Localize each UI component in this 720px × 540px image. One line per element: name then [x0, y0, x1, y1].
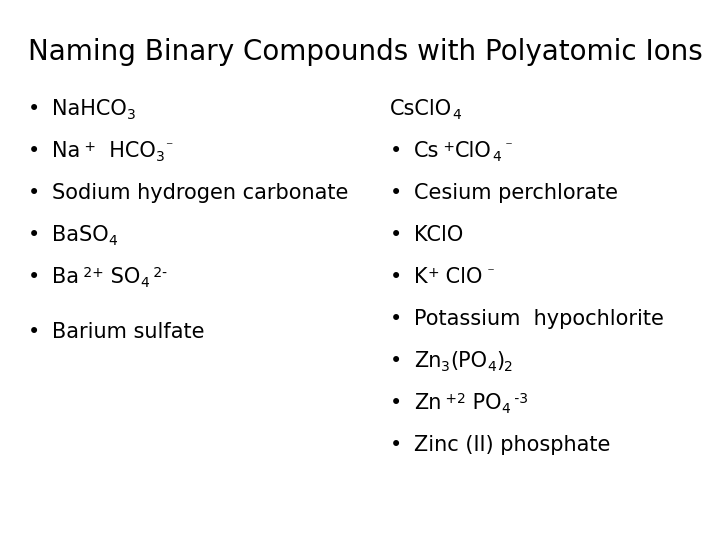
Text: ClO: ClO	[455, 141, 492, 161]
Text: ⁻: ⁻	[501, 140, 513, 154]
Text: 3: 3	[156, 150, 165, 164]
Text: •: •	[390, 393, 402, 413]
Text: Barium sulfate: Barium sulfate	[52, 322, 204, 342]
Text: •: •	[390, 141, 402, 161]
Text: Na: Na	[52, 141, 80, 161]
Text: 2: 2	[504, 360, 513, 374]
Text: HCO: HCO	[96, 141, 156, 161]
Text: BaSO: BaSO	[52, 225, 109, 245]
Text: NaHCO: NaHCO	[52, 99, 127, 119]
Text: 2+: 2+	[79, 266, 104, 280]
Text: +2: +2	[441, 392, 466, 406]
Text: •: •	[390, 225, 402, 245]
Text: •: •	[28, 267, 40, 287]
Text: Ba: Ba	[52, 267, 79, 287]
Text: Zn: Zn	[414, 351, 441, 371]
Text: •: •	[390, 435, 402, 455]
Text: 4: 4	[492, 150, 501, 164]
Text: +: +	[80, 140, 96, 154]
Text: 4: 4	[452, 108, 461, 122]
Text: •: •	[390, 183, 402, 203]
Text: ClO: ClO	[439, 267, 482, 287]
Text: •: •	[390, 351, 402, 371]
Text: +: +	[439, 140, 455, 154]
Text: Sodium hydrogen carbonate: Sodium hydrogen carbonate	[52, 183, 348, 203]
Text: SO: SO	[104, 267, 140, 287]
Text: •: •	[28, 225, 40, 245]
Text: 4: 4	[502, 402, 510, 416]
Text: 3: 3	[441, 360, 450, 374]
Text: 4: 4	[109, 234, 117, 248]
Text: Cesium perchlorate: Cesium perchlorate	[414, 183, 618, 203]
Text: Zinc (II) phosphate: Zinc (II) phosphate	[414, 435, 611, 455]
Text: ): )	[496, 351, 504, 371]
Text: •: •	[390, 309, 402, 329]
Text: Potassium  hypochlorite: Potassium hypochlorite	[414, 309, 664, 329]
Text: 2-: 2-	[149, 266, 167, 280]
Text: •: •	[28, 183, 40, 203]
Text: 4: 4	[140, 276, 149, 290]
Text: 4: 4	[487, 360, 496, 374]
Text: (PO: (PO	[450, 351, 487, 371]
Text: +: +	[428, 266, 439, 280]
Text: 3: 3	[127, 108, 135, 122]
Text: •: •	[390, 267, 402, 287]
Text: ⁻: ⁻	[482, 266, 495, 280]
Text: Naming Binary Compounds with Polyatomic Ions: Naming Binary Compounds with Polyatomic …	[28, 38, 703, 66]
Text: K: K	[414, 267, 428, 287]
Text: •: •	[28, 322, 40, 342]
Text: PO: PO	[466, 393, 502, 413]
Text: -3: -3	[510, 392, 528, 406]
Text: KClO: KClO	[414, 225, 463, 245]
Text: ⁻: ⁻	[165, 140, 172, 154]
Text: •: •	[28, 99, 40, 119]
Text: Zn: Zn	[414, 393, 441, 413]
Text: Cs: Cs	[414, 141, 439, 161]
Text: CsClO: CsClO	[390, 99, 452, 119]
Text: •: •	[28, 141, 40, 161]
